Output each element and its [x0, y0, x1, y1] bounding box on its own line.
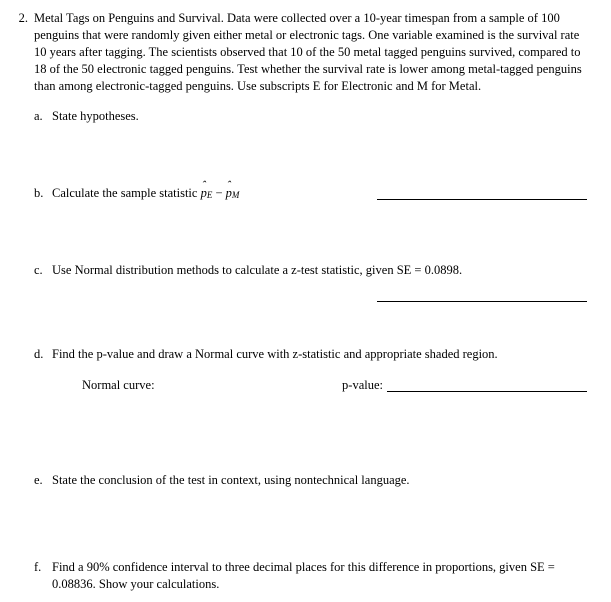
part-e: e. State the conclusion of the test in c… — [34, 472, 587, 489]
part-d-right-label: p-value: — [342, 377, 383, 394]
part-c-text: Use Normal distribution methods to calcu… — [52, 262, 587, 279]
part-a-text: State hypotheses. — [52, 108, 587, 125]
part-e-letter: e. — [34, 472, 52, 489]
part-d-letter: d. — [34, 346, 52, 363]
part-a: a. State hypotheses. — [34, 108, 587, 125]
part-b-letter: b. — [34, 185, 52, 202]
question-body: Metal Tags on Penguins and Survival. Dat… — [34, 10, 587, 592]
question-number: 2. — [8, 10, 34, 27]
part-d-text: Find the p-value and draw a Normal curve… — [52, 346, 587, 363]
part-d-answer-blank[interactable] — [387, 391, 587, 392]
phat-m-sub: M — [232, 190, 240, 200]
part-d-left-label: Normal curve: — [82, 377, 155, 394]
part-f-text: Find a 90% confidence interval to three … — [52, 559, 587, 593]
part-c-body: Use Normal distribution methods to calcu… — [52, 262, 587, 302]
part-e-text: State the conclusion of the test in cont… — [52, 472, 587, 489]
part-a-letter: a. — [34, 108, 52, 125]
part-d-body: Find the p-value and draw a Normal curve… — [52, 346, 587, 394]
part-d: d. Find the p-value and draw a Normal cu… — [34, 346, 587, 394]
part-f: f. Find a 90% confidence interval to thr… — [34, 559, 587, 593]
phat-m-symbol: p — [226, 185, 232, 202]
part-b: b. Calculate the sample statistic pE − p… — [34, 185, 587, 202]
part-c: c. Use Normal distribution methods to ca… — [34, 262, 587, 302]
minus-symbol: − — [215, 186, 225, 200]
part-f-letter: f. — [34, 559, 52, 576]
part-c-letter: c. — [34, 262, 52, 279]
part-b-body: Calculate the sample statistic pE − pM — [52, 185, 587, 202]
question-prompt: Metal Tags on Penguins and Survival. Dat… — [34, 11, 582, 93]
question-row: 2. Metal Tags on Penguins and Survival. … — [8, 10, 587, 592]
part-c-answer-blank[interactable] — [377, 301, 587, 302]
phat-e-symbol: p — [201, 185, 207, 202]
part-b-answer-blank[interactable] — [377, 199, 587, 200]
part-b-text-before: Calculate the sample statistic — [52, 186, 201, 200]
phat-e-sub: E — [207, 190, 213, 200]
worksheet-page: 2. Metal Tags on Penguins and Survival. … — [0, 0, 611, 602]
